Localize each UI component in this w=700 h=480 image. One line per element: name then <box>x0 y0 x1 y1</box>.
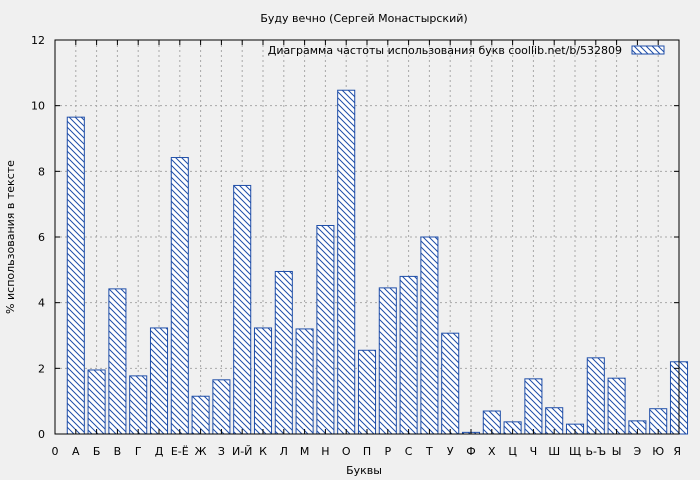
x-tick-label: Б <box>93 445 101 458</box>
bar-П <box>357 349 377 435</box>
bar-Ы <box>607 377 626 435</box>
bar-Д <box>149 327 169 435</box>
y-tick-label: 4 <box>38 297 45 310</box>
x-tick-label: Д <box>155 445 164 458</box>
bar-Л <box>274 270 293 435</box>
legend: Диаграмма частоты использования букв coo… <box>268 44 665 57</box>
bar-И-Й <box>233 184 252 435</box>
legend-label: Диаграмма частоты использования букв coo… <box>268 44 622 57</box>
bar-З <box>212 379 231 435</box>
x-tick-label: Х <box>488 445 496 458</box>
bar-О <box>337 89 356 435</box>
x-tick-label: 0 <box>52 445 59 458</box>
x-tick-label: Ы <box>612 445 622 458</box>
x-tick-label: Э <box>634 445 642 458</box>
x-tick-label: А <box>72 445 80 458</box>
x-tick-label: И-Й <box>232 445 252 458</box>
x-tick-label: В <box>114 445 122 458</box>
y-tick-label: 8 <box>38 165 45 178</box>
y-tick-label: 2 <box>38 362 45 375</box>
x-tick-label: Ц <box>508 445 517 458</box>
bar-Ч <box>524 378 543 435</box>
x-tick-label: Г <box>135 445 142 458</box>
bar-Ь-Ъ <box>586 357 605 435</box>
bar-Ж <box>191 395 210 435</box>
x-tick-label: Ш <box>548 445 560 458</box>
bar-Н <box>316 225 335 435</box>
bar-Р <box>378 287 397 435</box>
bar-Г <box>129 375 148 435</box>
x-tick-label: Т <box>425 445 433 458</box>
x-tick-label: Н <box>321 445 329 458</box>
bars <box>66 89 689 435</box>
bar-Е-Ё <box>170 157 189 435</box>
y-axis-label: % использования в тексте <box>4 160 17 314</box>
x-tick-label: Р <box>384 445 391 458</box>
x-tick-label: Ч <box>530 445 538 458</box>
x-tick-label: Ю <box>652 445 664 458</box>
bar-У <box>441 332 460 435</box>
x-axis-ticks: 0 А Б В Г Д Е-Ё Ж З И-Й К Л М Н О П Р С Т У Ф Х Ц Ч Ш Щ Ь-Ъ Ы Э Ю Я <box>52 40 681 458</box>
x-tick-label: О <box>342 445 351 458</box>
x-tick-label: П <box>363 445 371 458</box>
y-tick-label: 10 <box>31 100 45 113</box>
y-axis-ticks: 0 2 4 6 8 10 12 <box>31 34 679 441</box>
x-tick-label: У <box>447 445 454 458</box>
bar-К <box>253 327 273 435</box>
chart-title: Буду вечно (Сергей Монастырский) <box>260 12 467 25</box>
x-tick-label: Я <box>673 445 681 458</box>
x-tick-label: С <box>405 445 413 458</box>
x-tick-label: Ь-Ъ <box>585 445 606 458</box>
legend-swatch <box>631 45 665 55</box>
y-tick-label: 0 <box>38 428 45 441</box>
x-tick-label: К <box>259 445 267 458</box>
bar-М <box>295 328 314 435</box>
x-tick-label: Л <box>280 445 288 458</box>
x-tick-label: Ж <box>195 445 207 458</box>
bar-А <box>66 116 85 435</box>
x-tick-label: Щ <box>569 445 581 458</box>
bar-Т <box>420 236 439 435</box>
bar-В <box>108 288 127 435</box>
bar-С <box>399 275 418 435</box>
x-tick-label: М <box>300 445 310 458</box>
bar-Б <box>87 369 106 435</box>
x-tick-label: Е-Ё <box>171 445 189 458</box>
x-tick-label: З <box>218 445 225 458</box>
y-tick-label: 12 <box>31 34 45 47</box>
x-tick-label: Ф <box>466 445 475 458</box>
x-axis-label: Буквы <box>346 464 382 477</box>
y-tick-label: 6 <box>38 231 45 244</box>
